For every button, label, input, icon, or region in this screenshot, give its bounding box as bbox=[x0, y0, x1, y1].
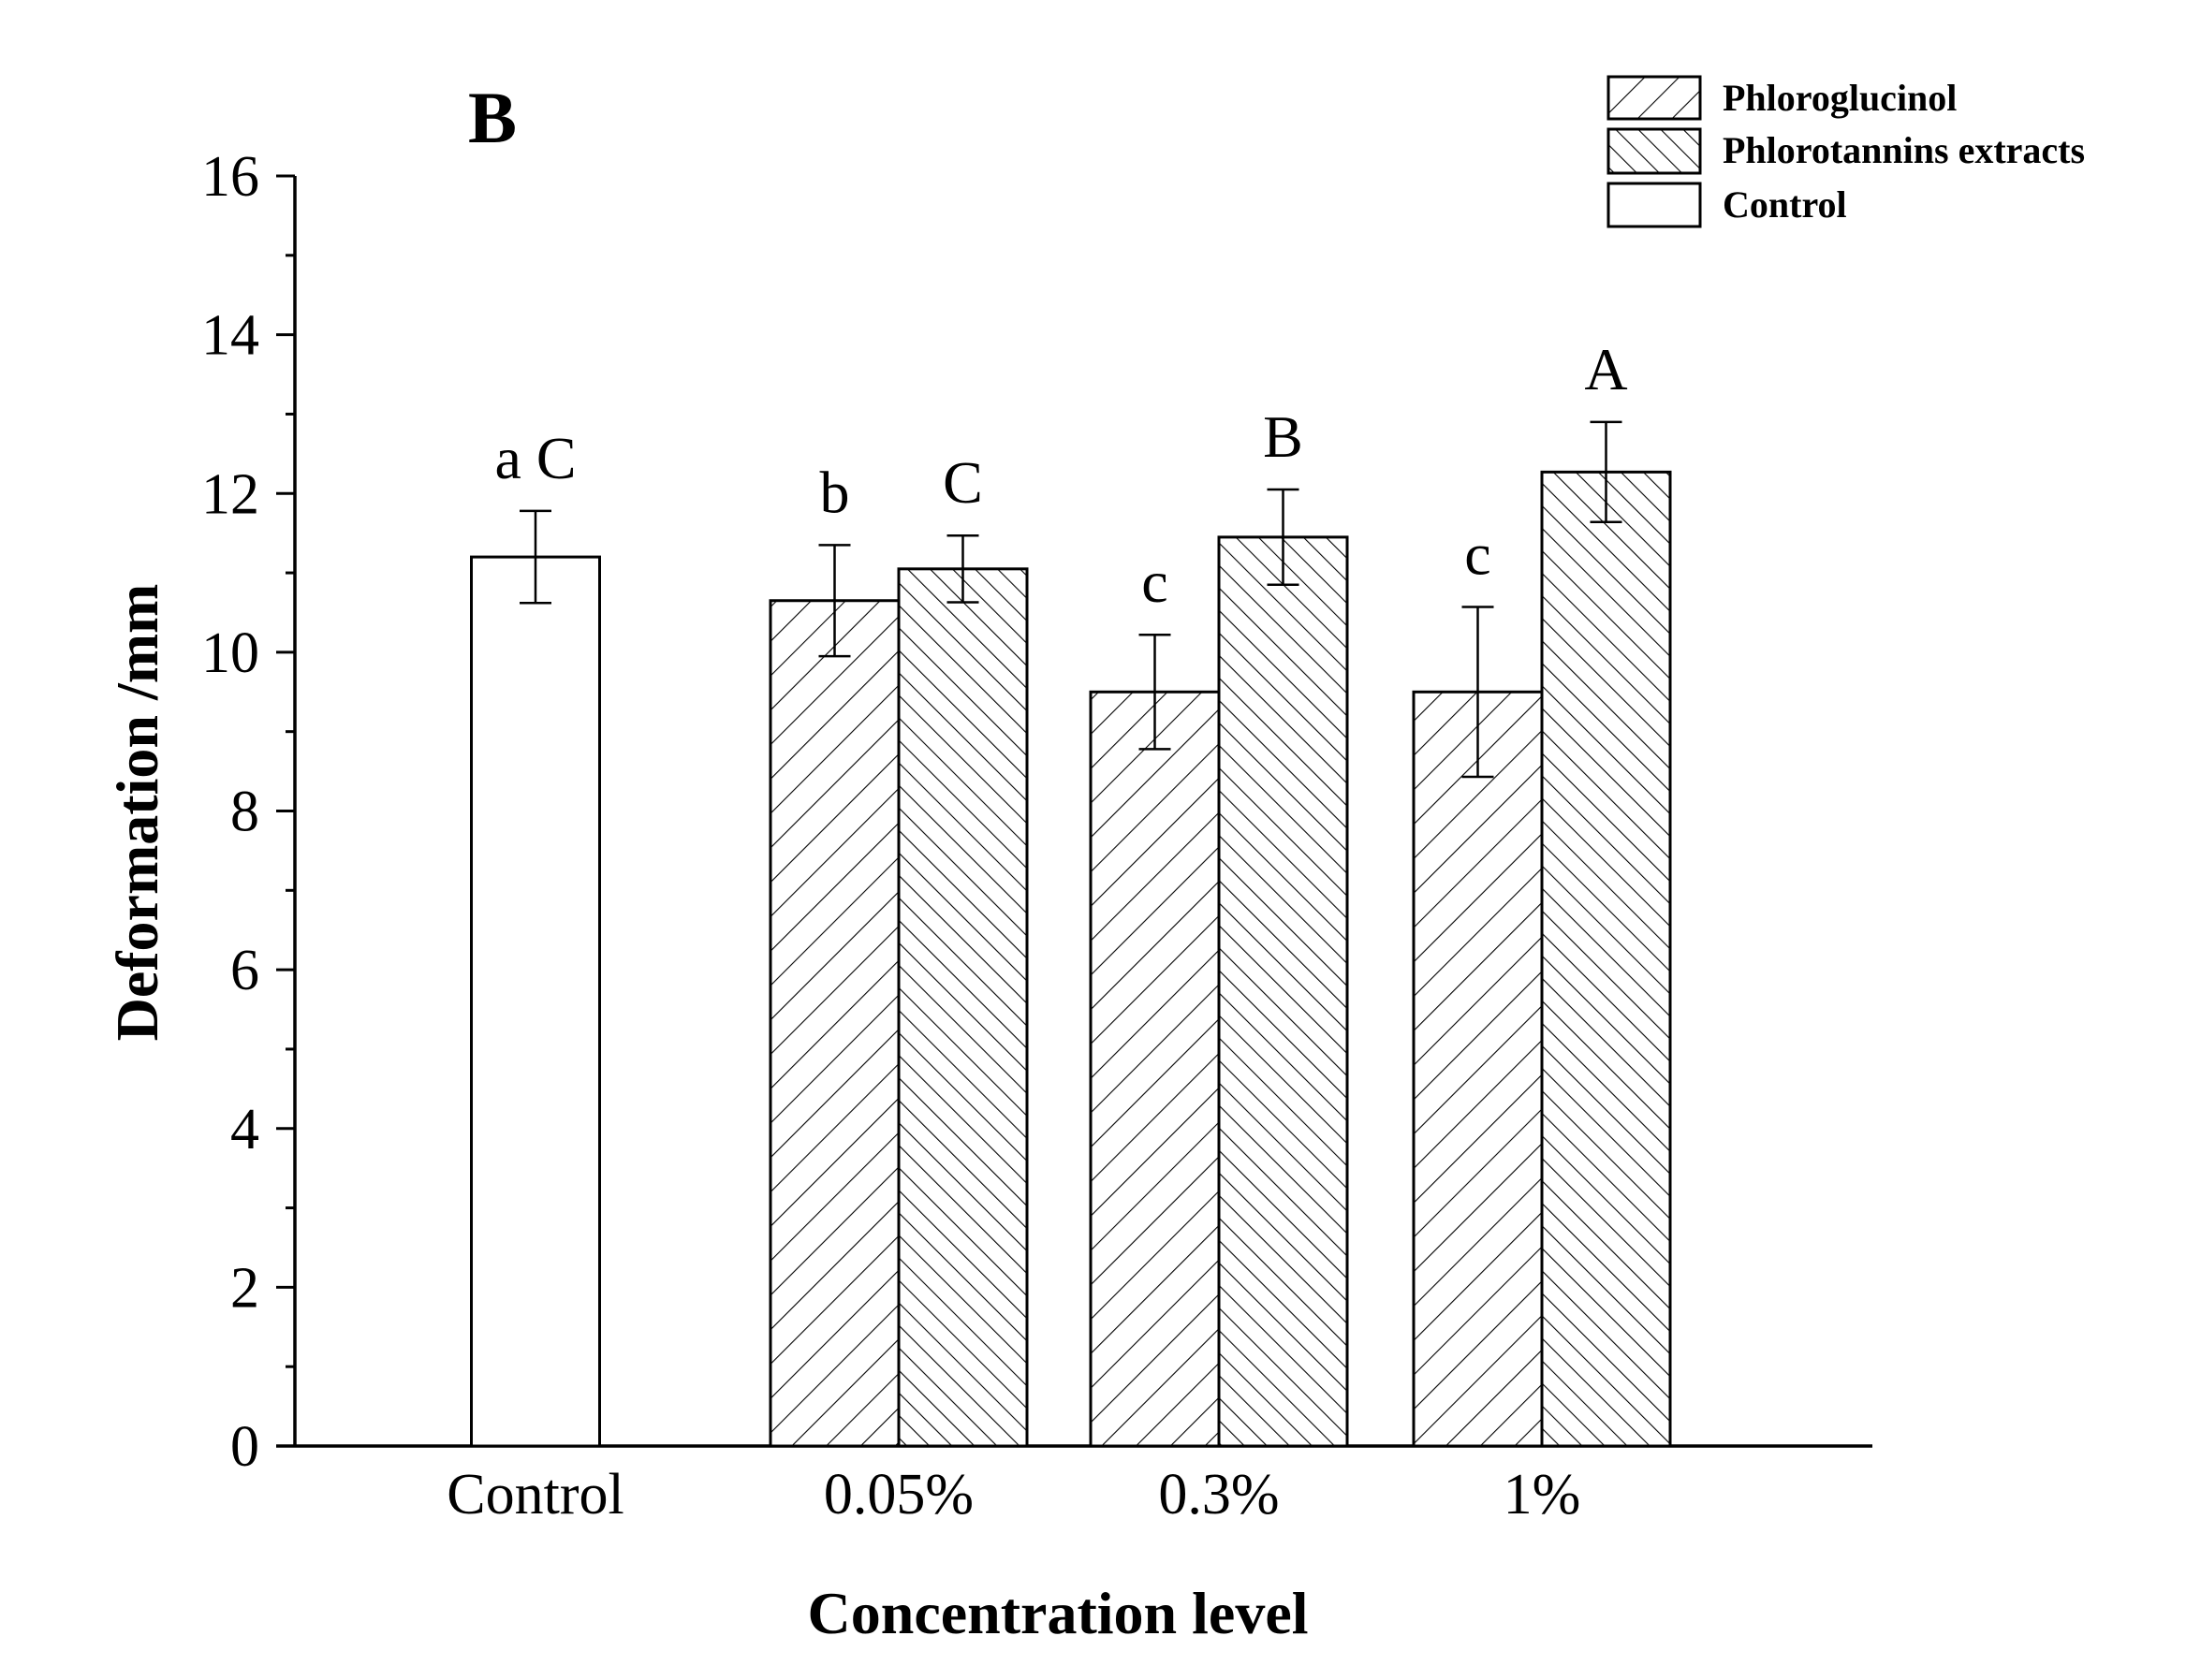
x-axis-title: Concentration level bbox=[808, 1580, 1309, 1646]
x-tick-label: 1% bbox=[1504, 1463, 1581, 1527]
legend-label-phloroglucinol: Phloroglucinol bbox=[1723, 77, 1957, 119]
significance-label: a C bbox=[494, 425, 576, 491]
bar-phloroglucinol bbox=[769, 599, 901, 1448]
bar-control bbox=[470, 555, 601, 1448]
legend-swatch-control bbox=[1606, 182, 1702, 228]
y-axis-title: Deformation /mm bbox=[104, 584, 170, 1042]
y-tick-label: 4 bbox=[230, 1098, 259, 1161]
bar-phloroglucinol bbox=[1412, 690, 1544, 1448]
y-axis: 0 2 4 6 8 10 12 14 16 bbox=[201, 145, 297, 1479]
x-tick-label: 0.3% bbox=[1158, 1463, 1279, 1527]
y-tick-label: 16 bbox=[201, 145, 259, 209]
legend-label-phlorotannins: Phlorotannins extracts bbox=[1723, 129, 2085, 171]
bar-phloroglucinol bbox=[1089, 690, 1221, 1448]
significance-label: B bbox=[1263, 403, 1303, 470]
y-tick-label: 0 bbox=[230, 1415, 259, 1479]
significance-labels: a C b Cc Bc A bbox=[494, 336, 1627, 615]
significance-label: A bbox=[1584, 336, 1627, 402]
bar-phlorotannins-extracts bbox=[897, 567, 1029, 1448]
panel-label: B bbox=[468, 77, 517, 158]
significance-label: c bbox=[1141, 548, 1167, 615]
significance-label: b bbox=[820, 459, 850, 525]
x-tick-label: Control bbox=[447, 1463, 624, 1527]
legend-label-control: Control bbox=[1723, 183, 1847, 226]
error-bars bbox=[520, 420, 1622, 779]
bar-phlorotannins-extracts bbox=[1540, 470, 1672, 1448]
y-tick-label: 12 bbox=[201, 462, 259, 526]
x-tick-label: 0.05% bbox=[824, 1463, 974, 1527]
significance-label: c bbox=[1464, 521, 1490, 588]
y-tick-label: 2 bbox=[230, 1256, 259, 1320]
y-tick-label: 14 bbox=[201, 304, 259, 368]
bars bbox=[470, 470, 1672, 1448]
significance-label: C bbox=[943, 449, 983, 516]
y-tick-label: 6 bbox=[230, 939, 259, 1002]
x-axis: Control 0.05% 0.3% 1% bbox=[276, 1444, 1872, 1527]
y-tick-label: 8 bbox=[230, 781, 259, 844]
y-tick-label: 10 bbox=[201, 621, 259, 685]
legend: Phloroglucinol Phlorotannins extracts Co… bbox=[1606, 75, 2085, 228]
bar-phlorotannins-extracts bbox=[1217, 535, 1349, 1448]
legend-swatch-phlorotannins bbox=[1606, 127, 1702, 175]
legend-swatch-phloroglucinol bbox=[1606, 75, 1702, 121]
